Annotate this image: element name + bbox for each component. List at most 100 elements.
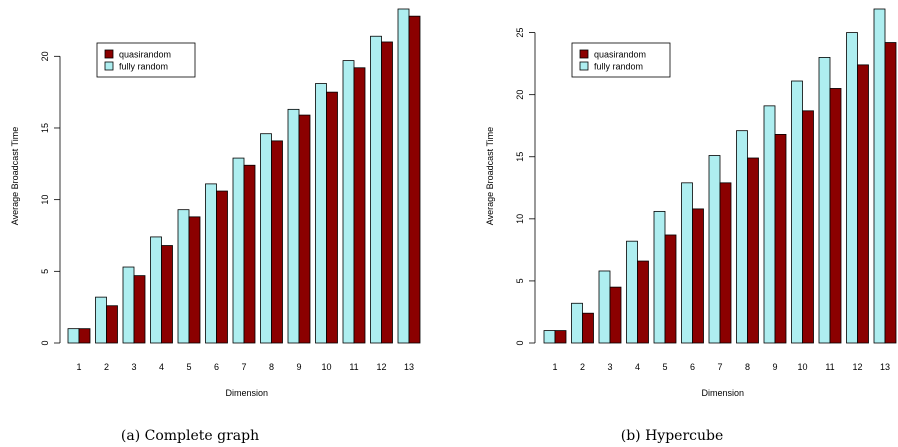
x-tick-label: 5 xyxy=(186,362,191,372)
bar-fully-random-3 xyxy=(598,270,611,344)
y-tick-label: 0 xyxy=(515,340,525,345)
y-tick-label: 20 xyxy=(40,51,50,61)
bar-fully-random-5 xyxy=(177,209,190,344)
bar-quasirandom-8 xyxy=(747,157,759,344)
legend: quasirandom fully random xyxy=(571,42,671,78)
bar-fully-random-1 xyxy=(543,330,556,344)
legend-label-fully-random: fully random xyxy=(594,62,643,72)
bar-quasirandom-9 xyxy=(298,114,311,344)
y-axis-title: Average Broadcast Time xyxy=(10,127,20,225)
bar-fully-random-2 xyxy=(95,296,107,344)
chart-panel-2: 1 2 3 4 5 6 7 8 9 10 11 12 130510152025DimensionAver… xyxy=(485,8,897,444)
x-tick-label: 13 xyxy=(404,362,414,372)
x-tick-label: 3 xyxy=(131,362,136,372)
bar-quasirandom-1 xyxy=(554,330,567,344)
x-tick-label: 7 xyxy=(717,362,722,372)
x-tick-label: 9 xyxy=(296,362,301,372)
legend-box xyxy=(96,42,196,78)
x-tick-label: 4 xyxy=(635,362,640,372)
x-tick-label: 10 xyxy=(321,362,331,372)
x-axis-title: Dimension xyxy=(225,388,268,398)
bar-quasirandom-6 xyxy=(216,190,228,344)
bar-fully-random-1 xyxy=(67,328,80,344)
bar-quasirandom-5 xyxy=(664,234,677,344)
bar-fully-random-7 xyxy=(232,157,245,344)
x-tick-label: 13 xyxy=(880,362,890,372)
x-tick-label: 2 xyxy=(580,362,585,372)
y-tick-label: 15 xyxy=(40,123,50,133)
x-tick-label: 12 xyxy=(376,362,386,372)
bar-quasirandom-13 xyxy=(408,15,421,344)
bar-quasirandom-9 xyxy=(774,134,787,344)
bar-quasirandom-12 xyxy=(857,64,869,344)
x-tick-label: 1 xyxy=(76,362,81,372)
legend-swatch-fully-random xyxy=(579,61,589,71)
bar-quasirandom-10 xyxy=(326,91,338,344)
bar-fully-random-6 xyxy=(681,182,693,344)
chart-panel-1: 1 2 3 4 5 6 7 8 9 10 11 12 1305101520DimensionAverag… xyxy=(10,8,421,444)
x-tick-label: 4 xyxy=(159,362,164,372)
legend: quasirandom fully random xyxy=(96,42,196,78)
legend-swatch-fully-random xyxy=(104,61,114,71)
bar-fully-random-9 xyxy=(287,108,300,344)
bar-quasirandom-7 xyxy=(719,182,732,344)
x-tick-label: 6 xyxy=(214,362,219,372)
y-tick-label: 0 xyxy=(40,340,50,345)
bar-quasirandom-10 xyxy=(802,110,814,344)
y-tick-label: 20 xyxy=(515,90,525,100)
bar-fully-random-5 xyxy=(653,210,666,344)
x-axis-title: Dimension xyxy=(701,388,744,398)
bar-quasirandom-7 xyxy=(243,164,256,344)
bar-quasirandom-12 xyxy=(381,41,393,344)
bar-fully-random-3 xyxy=(122,266,135,344)
bar-fully-random-10 xyxy=(791,80,803,344)
y-tick-label: 10 xyxy=(515,214,525,224)
figure-caption: (a) Complete graph xyxy=(121,428,259,444)
bar-quasirandom-6 xyxy=(692,208,704,344)
bar-fully-random-2 xyxy=(571,302,583,344)
bar-quasirandom-8 xyxy=(271,140,283,344)
bar-fully-random-11 xyxy=(818,57,831,344)
bar-fully-random-13 xyxy=(397,8,410,344)
bar-fully-random-4 xyxy=(626,240,638,344)
x-tick-label: 9 xyxy=(772,362,777,372)
bar-fully-random-4 xyxy=(150,236,162,344)
y-axis-title: Average Broadcast Time xyxy=(485,127,495,225)
x-tick-label: 6 xyxy=(690,362,695,372)
y-tick-label: 15 xyxy=(515,152,525,162)
bar-quasirandom-11 xyxy=(829,88,842,344)
legend-swatch-quasirandom xyxy=(579,49,589,59)
x-tick-label: 8 xyxy=(269,362,274,372)
bar-quasirandom-3 xyxy=(609,286,622,344)
bar-fully-random-7 xyxy=(708,155,721,344)
bar-fully-random-6 xyxy=(205,183,217,344)
y-tick-label: 5 xyxy=(515,278,525,283)
x-tick-label: 12 xyxy=(852,362,862,372)
bar-quasirandom-2 xyxy=(582,312,594,344)
bar-quasirandom-11 xyxy=(353,67,366,344)
bar-fully-random-8 xyxy=(736,130,748,344)
y-tick-label: 25 xyxy=(515,28,525,38)
x-tick-label: 11 xyxy=(349,362,358,372)
x-tick-label: 5 xyxy=(662,362,667,372)
bar-fully-random-10 xyxy=(315,83,327,344)
legend-swatch-quasirandom xyxy=(104,49,114,59)
x-tick-label: 7 xyxy=(241,362,246,372)
bar-fully-random-9 xyxy=(763,105,776,344)
y-tick-label: 5 xyxy=(40,269,50,274)
x-tick-label: 3 xyxy=(607,362,612,372)
bar-fully-random-13 xyxy=(873,8,886,344)
bar-fully-random-12 xyxy=(846,32,858,344)
legend-box xyxy=(571,42,671,78)
legend-label-quasirandom: quasirandom xyxy=(594,50,646,60)
x-tick-label: 10 xyxy=(797,362,807,372)
bar-quasirandom-2 xyxy=(106,305,118,344)
legend-label-quasirandom: quasirandom xyxy=(119,50,171,60)
y-tick-label: 10 xyxy=(40,195,50,205)
x-tick-label: 1 xyxy=(552,362,557,372)
bar-fully-random-11 xyxy=(342,60,355,344)
bar-fully-random-12 xyxy=(370,35,382,344)
x-tick-label: 8 xyxy=(745,362,750,372)
bar-quasirandom-5 xyxy=(188,216,201,344)
